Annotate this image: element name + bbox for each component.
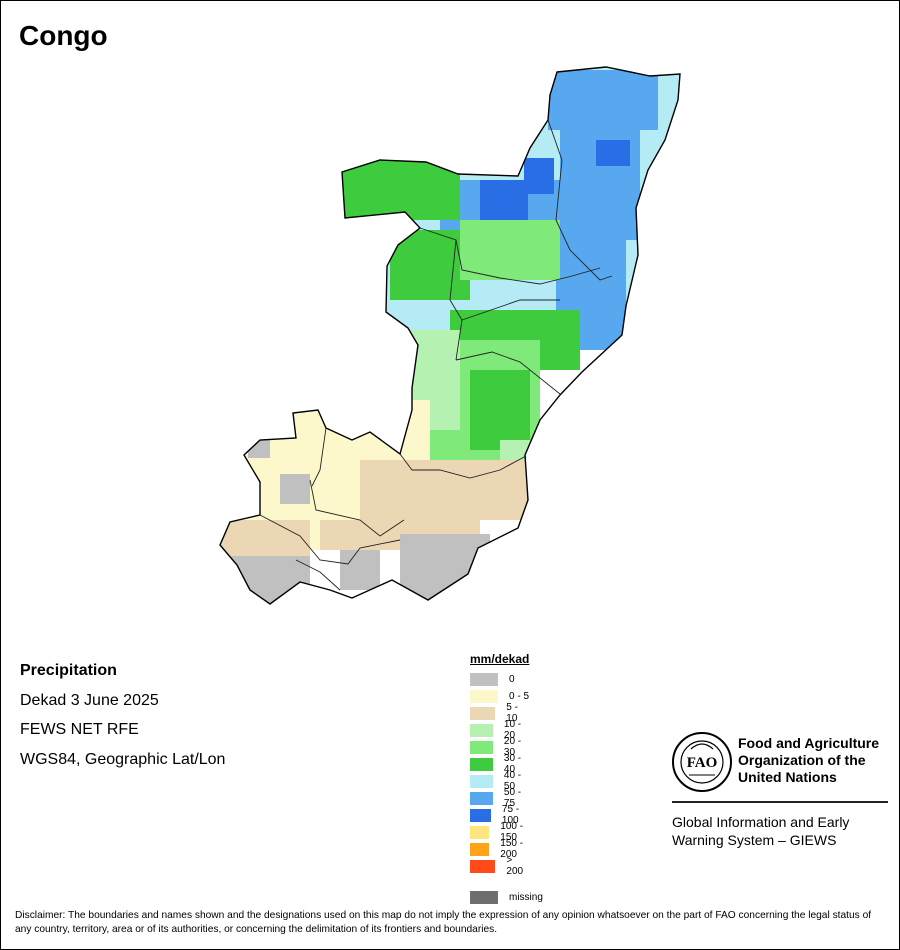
boundary-bouenza bbox=[309, 479, 405, 537]
boundary-lekoumou bbox=[311, 427, 327, 487]
boundary-plateaux bbox=[455, 351, 561, 395]
legend-label: 100 - 150 bbox=[500, 821, 524, 843]
legend-swatch bbox=[470, 723, 493, 737]
legend-swatch bbox=[470, 774, 493, 788]
giews-name: Global Information and Early Warning Sys… bbox=[672, 813, 892, 849]
legend-item-missing: missing bbox=[470, 890, 543, 904]
legend-swatch bbox=[470, 706, 496, 720]
zone-zero-4 bbox=[340, 550, 380, 590]
fao-name-line-3: United Nations bbox=[738, 769, 837, 785]
zone-center-30-40 bbox=[470, 370, 530, 450]
boundary-cuvette bbox=[461, 299, 560, 321]
boundary-cuvette-ouest bbox=[449, 239, 463, 361]
legend-swatch bbox=[470, 825, 490, 839]
legend-label: 150 - 200 bbox=[500, 838, 524, 860]
legend-item: 30 - 40 bbox=[470, 753, 529, 775]
fao-organization-name: Food and Agriculture Organization of the… bbox=[738, 735, 898, 786]
legend-label: 0 - 5 bbox=[509, 690, 530, 702]
legend-label: 30 - 40 bbox=[503, 753, 522, 775]
boundary-likouala bbox=[547, 119, 613, 281]
legend-label: 75 - 100 bbox=[501, 804, 520, 826]
zone-zero-2 bbox=[230, 556, 310, 604]
legend-swatch bbox=[470, 672, 498, 686]
fao-seal-letters: FAO bbox=[687, 755, 718, 771]
zone-dark-blue-3 bbox=[596, 140, 630, 166]
fao-logo-icon: FAO bbox=[672, 732, 732, 792]
legend-swatch bbox=[470, 808, 491, 822]
legend-item: 40 - 50 bbox=[470, 770, 529, 792]
department-boundaries bbox=[259, 119, 613, 591]
rainfall-zones bbox=[220, 67, 680, 604]
giews-line-2: Warning System – GIEWS bbox=[672, 832, 837, 848]
legend-label-missing: missing bbox=[509, 891, 543, 903]
map-info: Precipitation Dekad 3 June 2025 FEWS NET… bbox=[20, 656, 225, 774]
fao-name-line-1: Food and Agriculture bbox=[738, 735, 880, 751]
legend-swatch-missing bbox=[470, 890, 498, 904]
legend-item: 5 - 10 bbox=[470, 702, 529, 724]
boundary-pool bbox=[399, 453, 527, 479]
legend-swatch bbox=[470, 791, 493, 805]
legend-swatch bbox=[470, 859, 496, 873]
period-label: Dekad 3 June 2025 bbox=[20, 691, 159, 709]
fao-name-line-2: Organization of the bbox=[738, 752, 866, 768]
logo-divider bbox=[672, 801, 888, 803]
legend-label: 0 bbox=[509, 673, 515, 685]
legend-item: 150 - 200 bbox=[470, 838, 529, 860]
legend-label: 10 - 20 bbox=[503, 719, 522, 741]
zone-dark-blue-1 bbox=[480, 180, 528, 220]
legend-label: > 200 bbox=[506, 855, 524, 877]
giews-line-1: Global Information and Early bbox=[672, 814, 850, 830]
legend-label: 20 - 30 bbox=[503, 736, 522, 758]
legend-label: 5 - 10 bbox=[506, 702, 518, 724]
zone-north-blue bbox=[548, 70, 658, 130]
legend-swatch bbox=[470, 740, 493, 754]
disclaimer: Disclaimer: The boundaries and names sho… bbox=[15, 910, 872, 935]
legend-item: 0 bbox=[470, 672, 515, 686]
zone-zero-3 bbox=[280, 474, 310, 504]
data-source: FEWS NET RFE bbox=[20, 721, 139, 738]
zone-dark-blue-2 bbox=[524, 158, 554, 194]
legend-item: 20 - 30 bbox=[470, 736, 529, 758]
legend-item: 10 - 20 bbox=[470, 719, 529, 741]
legend-swatch bbox=[470, 757, 493, 771]
legend-item: 0 - 5 bbox=[470, 689, 529, 703]
legend-label: 40 - 50 bbox=[503, 770, 522, 792]
legend-title: mm/dekad bbox=[470, 652, 530, 666]
zone-zero-1 bbox=[400, 534, 490, 604]
precipitation-map bbox=[219, 66, 681, 605]
projection-label: WGS84, Geographic Lat/Lon bbox=[20, 750, 226, 768]
legend-label: 50 - 75 bbox=[503, 787, 522, 809]
legend-item: 100 - 150 bbox=[470, 821, 529, 843]
zone-nw-mid bbox=[460, 220, 560, 280]
legend-item: 75 - 100 bbox=[470, 804, 529, 826]
boundary-niari bbox=[259, 514, 401, 565]
zone-south-5-10 bbox=[360, 460, 540, 520]
boundary-kouilou bbox=[295, 559, 341, 591]
variable-heading: Precipitation bbox=[20, 662, 117, 679]
map-title: Congo bbox=[19, 20, 108, 51]
legend-item: > 200 bbox=[470, 855, 529, 877]
legend-swatch bbox=[470, 689, 498, 703]
zone-nw-green-2 bbox=[390, 230, 470, 300]
legend-item: 50 - 75 bbox=[470, 787, 529, 809]
legend-swatch bbox=[470, 842, 490, 856]
